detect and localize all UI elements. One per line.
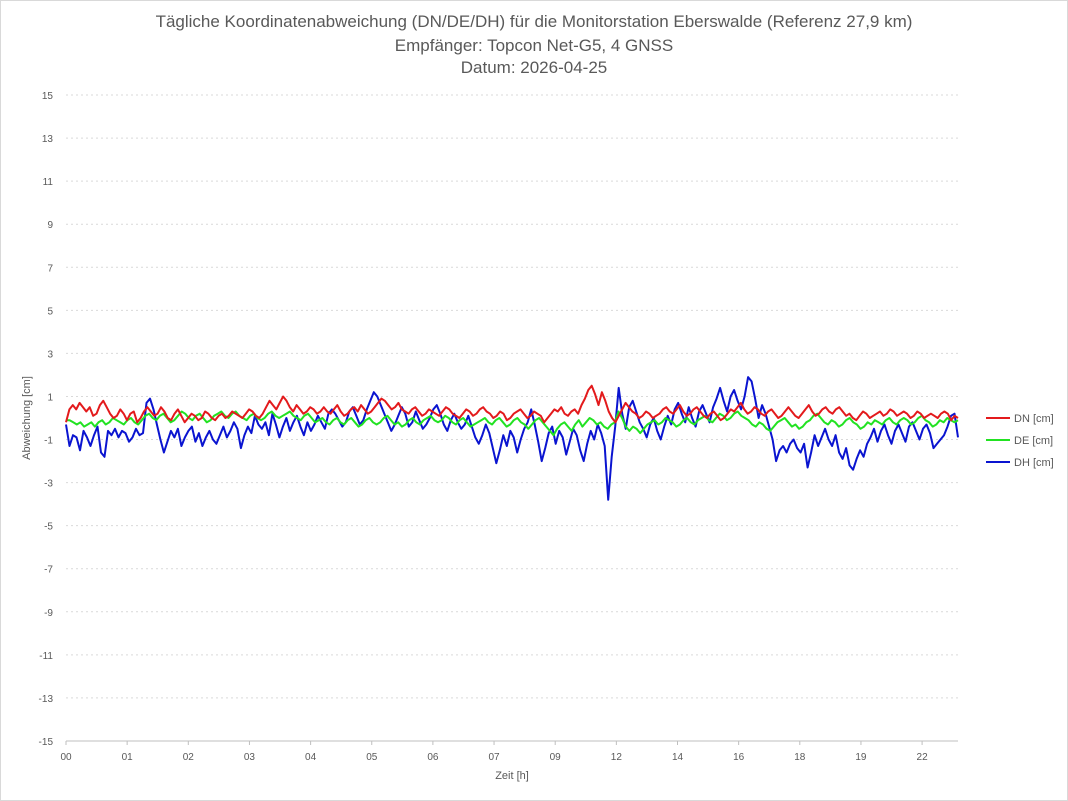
y-tick-label: -9 (44, 608, 53, 619)
x-tick-label: 19 (855, 752, 867, 763)
chart-subtitle: Empfänger: Topcon Net-G5, 4 GNSS (394, 36, 674, 55)
y-tick-label: 11 (43, 177, 54, 188)
x-axis-title: Zeit [h] (495, 770, 529, 782)
y-tick-label: 15 (42, 91, 54, 102)
series-line-dh (65, 376, 959, 501)
y-tick-label: 1 (47, 392, 53, 403)
legend-label: DN [cm] (1014, 413, 1054, 425)
x-tick-label: 06 (427, 752, 439, 763)
y-tick-label: 7 (47, 263, 53, 274)
series-line-dn (65, 384, 959, 424)
x-tick-label: 04 (305, 752, 317, 763)
x-tick-label: 18 (794, 752, 806, 763)
legend: DN [cm] DE [cm] DH [cm] (986, 413, 1054, 469)
x-tick-label: 09 (550, 752, 562, 763)
x-tick-label: 02 (183, 752, 195, 763)
x-tick-label: 01 (122, 752, 134, 763)
y-axis-title: Abweichung [cm] (21, 376, 33, 460)
x-tick-label: 22 (917, 752, 929, 763)
y-tick-label: -13 (39, 694, 54, 705)
x-tick-label: 16 (733, 752, 745, 763)
x-axis-ticks: 00 01 02 03 04 05 06 07 09 12 14 16 18 19 22 (60, 741, 928, 763)
series-lines (65, 376, 959, 501)
y-tick-label: 5 (47, 306, 53, 317)
x-tick-label: 07 (488, 752, 500, 763)
y-tick-label: -5 (44, 522, 53, 533)
y-tick-label: -15 (39, 737, 54, 748)
chart-title: Tägliche Koordinatenabweichung (DN/DE/DH… (155, 12, 913, 31)
legend-label: DH [cm] (1014, 457, 1054, 469)
y-tick-label: -3 (44, 479, 53, 490)
y-tick-label: 3 (47, 349, 53, 360)
y-tick-label: -11 (39, 651, 53, 662)
y-tick-label: 13 (42, 134, 54, 145)
y-axis-ticks: 15 13 11 9 7 5 3 1 -1 -3 -5 -7 -9 -11 -13 -15 (39, 91, 54, 748)
x-tick-label: 00 (60, 752, 72, 763)
legend-label: DE [cm] (1014, 435, 1053, 447)
chart-date: Datum: 2026-04-25 (460, 58, 608, 77)
x-tick-label: 12 (611, 752, 623, 763)
series-line-de (66, 410, 959, 437)
x-tick-label: 03 (244, 752, 256, 763)
y-tick-label: -1 (44, 436, 53, 447)
x-tick-label: 14 (672, 752, 684, 763)
y-tick-label: -7 (44, 565, 53, 576)
x-tick-label: 05 (366, 752, 378, 763)
grid (66, 94, 958, 742)
y-tick-label: 9 (47, 220, 53, 231)
